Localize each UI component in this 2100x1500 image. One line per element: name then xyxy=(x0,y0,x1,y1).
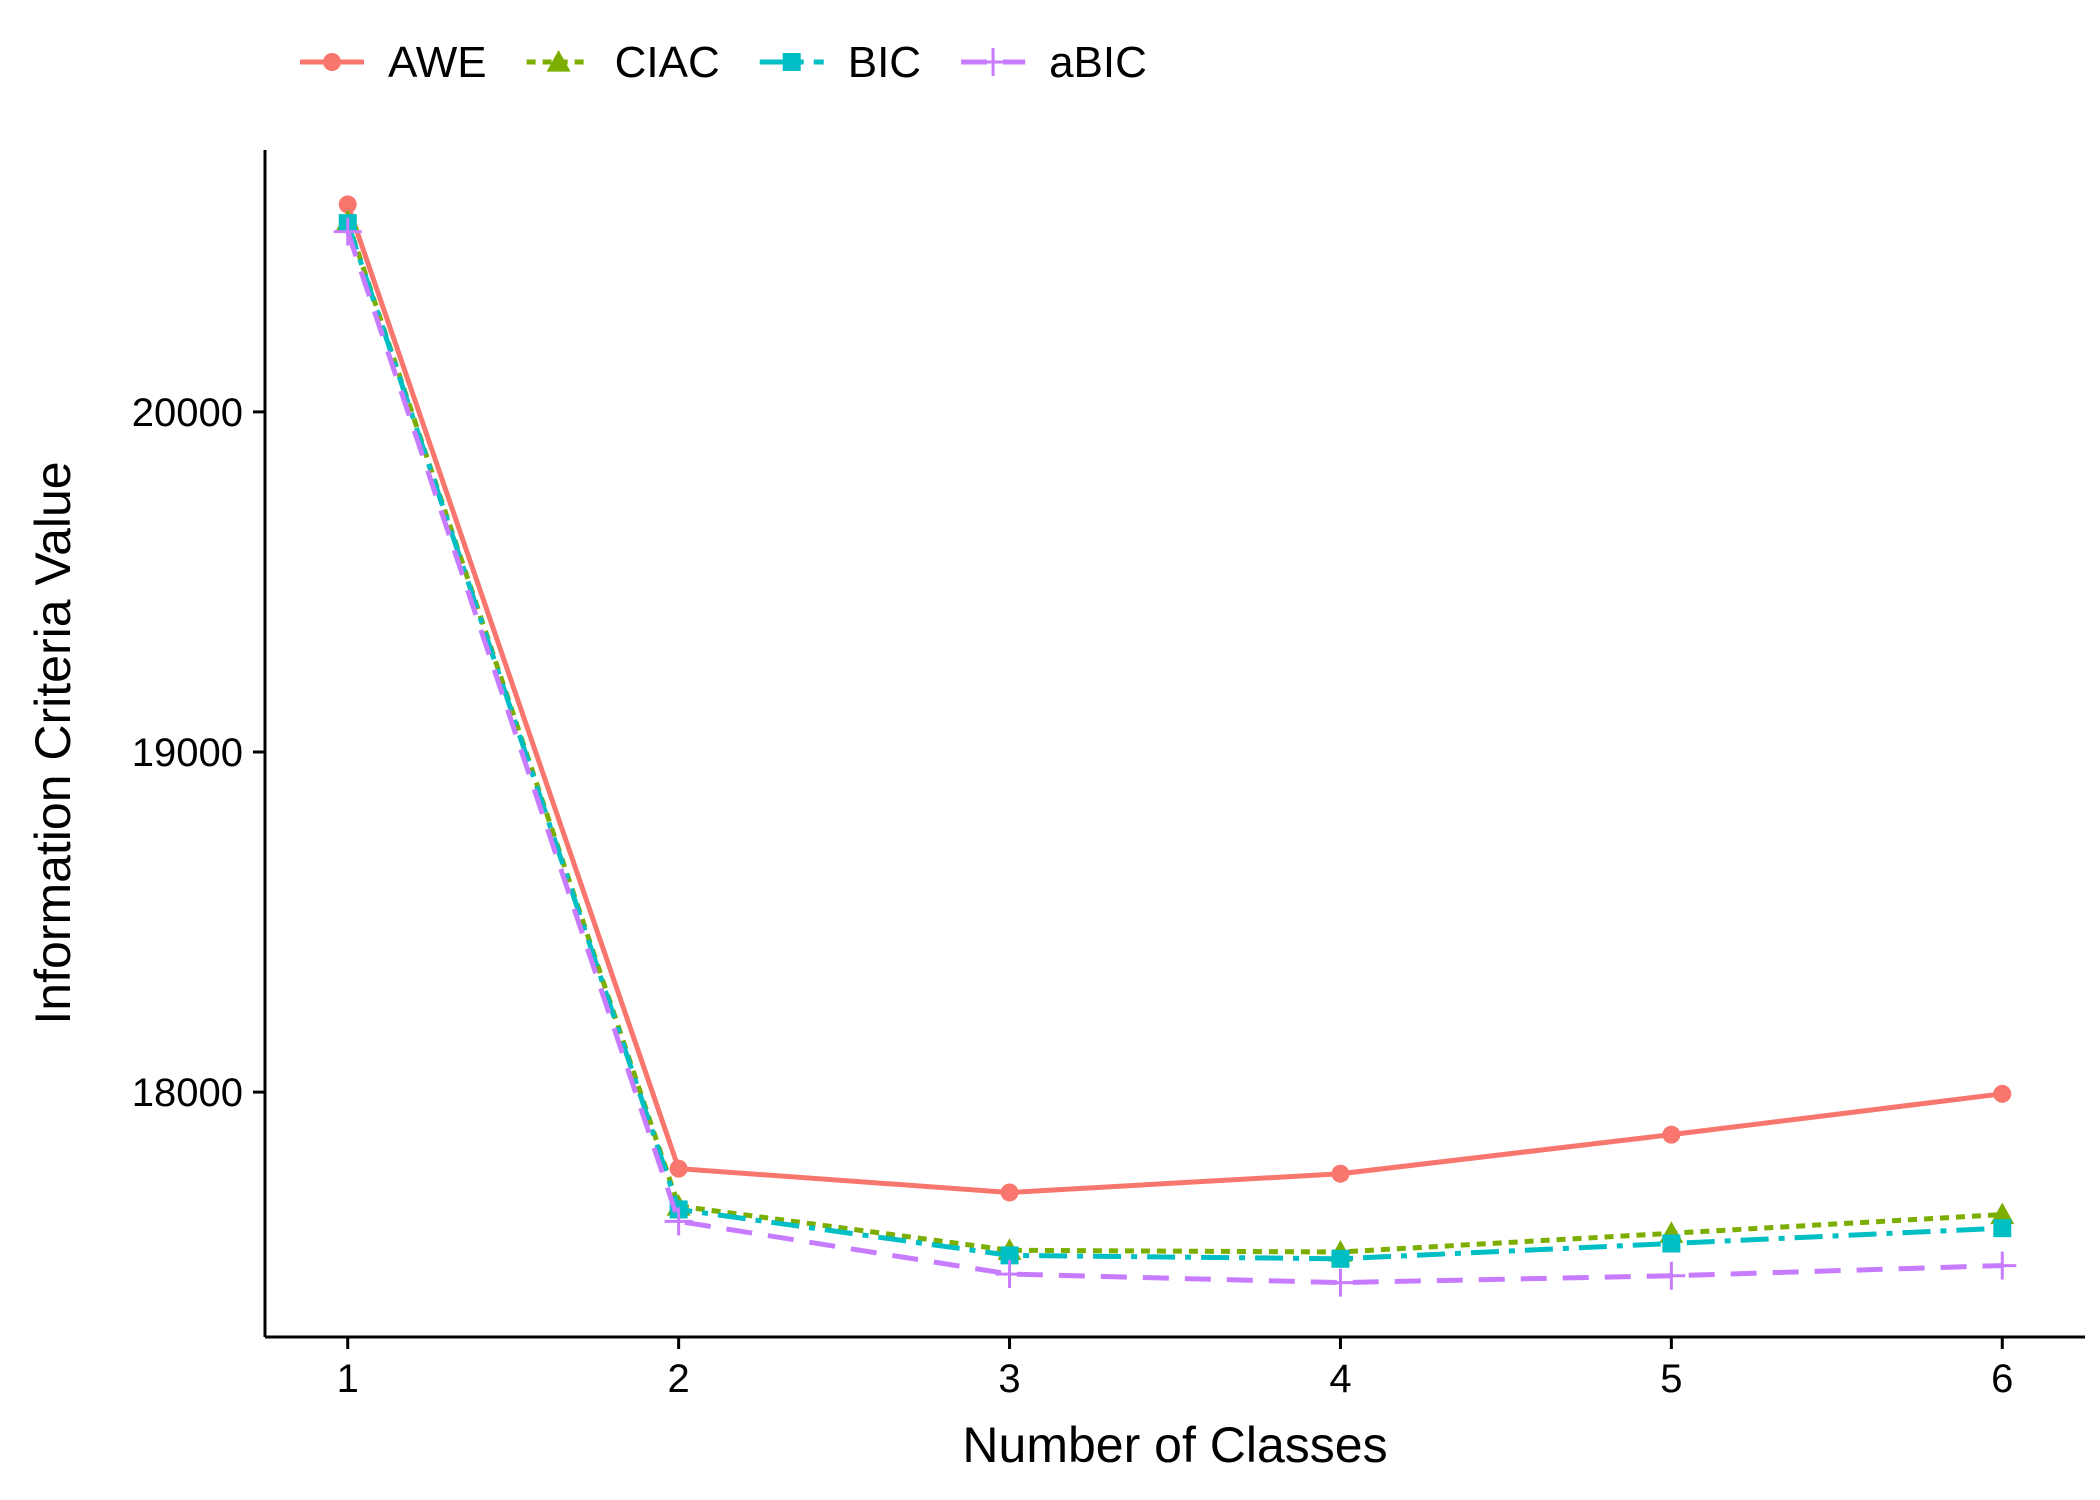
point-abic-4 xyxy=(1326,1268,1355,1297)
x-axis-title: Number of Classes xyxy=(962,1417,1387,1473)
legend-label-abic: aBIC xyxy=(1049,38,1147,87)
legend: AWE CIAC BIC aBIC xyxy=(300,38,1147,87)
point-awe-5 xyxy=(1662,1125,1681,1144)
series-awe xyxy=(338,195,2012,1202)
y-tick-label-19000: 19000 xyxy=(132,731,243,775)
legend-item-awe: AWE xyxy=(300,38,487,87)
point-awe-1 xyxy=(338,195,357,214)
x-tick-label-6: 6 xyxy=(1991,1357,2013,1401)
series-line-bic xyxy=(345,222,2003,1262)
point-ciac-6 xyxy=(1990,1202,2015,1225)
point-awe-6 xyxy=(1993,1084,2012,1103)
legend-item-ciac: CIAC xyxy=(526,38,720,87)
point-bic-6 xyxy=(1993,1219,2012,1238)
point-bic-3 xyxy=(1000,1246,1019,1265)
point-bic-4 xyxy=(1331,1249,1350,1268)
series-line-ciac xyxy=(345,220,2003,1255)
x-tick-label-1: 1 xyxy=(337,1357,359,1401)
legend-key-marker-bic xyxy=(782,53,801,71)
point-bic-5 xyxy=(1662,1234,1681,1253)
point-abic-3 xyxy=(995,1260,1024,1289)
y-axis-title: Information Criteria Value xyxy=(25,461,81,1024)
legend-item-abic: aBIC xyxy=(961,38,1147,87)
legend-label-awe: AWE xyxy=(388,38,487,87)
point-abic-2 xyxy=(664,1207,693,1236)
point-awe-3 xyxy=(1000,1183,1019,1202)
point-abic-5 xyxy=(1657,1261,1686,1290)
point-abic-6 xyxy=(1988,1251,2017,1280)
x-tick-label-5: 5 xyxy=(1660,1357,1682,1401)
legend-item-bic: BIC xyxy=(759,38,921,87)
series-abic xyxy=(333,217,2017,1297)
point-awe-4 xyxy=(1331,1164,1350,1183)
x-tick-label-2: 2 xyxy=(668,1357,690,1401)
series-bic xyxy=(338,214,2012,1268)
x-tick-label-4: 4 xyxy=(1329,1357,1351,1401)
ticks: 1 2 3 4 5 6 18000 19000 20000 xyxy=(132,391,2014,1401)
series-line-awe xyxy=(345,203,2003,1195)
point-awe-2 xyxy=(669,1159,688,1178)
point-abic-1 xyxy=(333,217,362,246)
legend-key-marker-awe xyxy=(323,53,341,71)
axes xyxy=(263,150,2085,1339)
legend-key-marker-ciac xyxy=(546,50,571,72)
legend-label-bic: BIC xyxy=(848,38,921,87)
legend-label-ciac: CIAC xyxy=(615,38,720,87)
x-tick-label-3: 3 xyxy=(998,1357,1020,1401)
y-tick-label-20000: 20000 xyxy=(132,391,243,435)
series-ciac xyxy=(335,209,2015,1262)
y-tick-label-18000: 18000 xyxy=(132,1071,243,1115)
legend-key-marker-abic xyxy=(979,48,1008,76)
series-layer xyxy=(333,195,2017,1297)
